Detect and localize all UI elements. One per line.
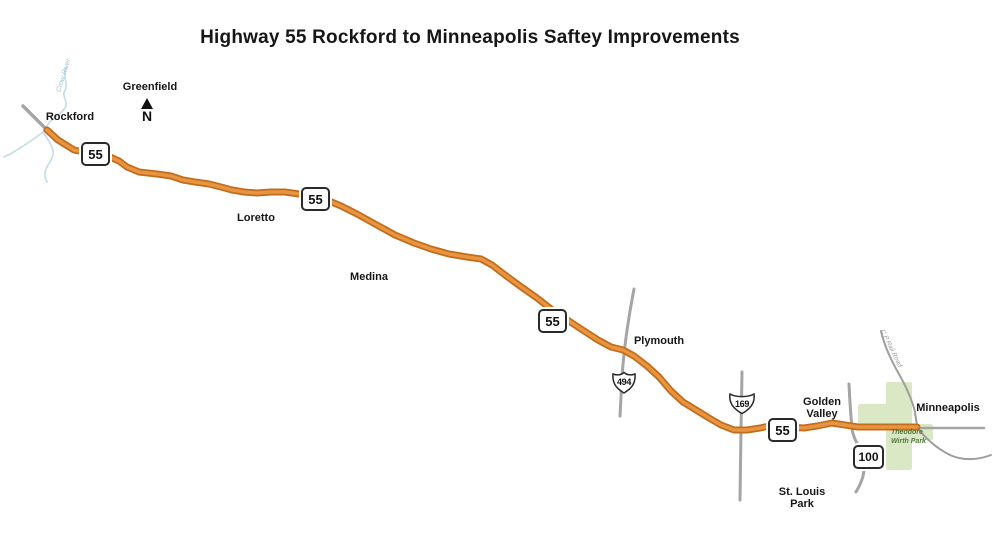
cp-railroad-lower xyxy=(916,426,992,461)
city-label-greenfield: Greenfield xyxy=(122,81,178,93)
rockford-road xyxy=(21,104,49,132)
interstate-shield-icon xyxy=(612,371,636,394)
north-arrow-label: N xyxy=(141,108,153,124)
us-route-shield-icon xyxy=(729,392,755,415)
route-shield-i494: 494 xyxy=(611,370,637,394)
cp-railroad-upper xyxy=(880,330,918,428)
route-shield-mn55-golden-valley: 55 xyxy=(768,418,797,442)
route-shield-us169-number: 169 xyxy=(734,399,750,409)
route-shield-mn55-plymouth: 55 xyxy=(538,309,567,333)
city-label-plymouth: Plymouth xyxy=(633,335,685,347)
route-shield-us169: 169 xyxy=(728,391,756,415)
park-west-arm xyxy=(858,404,888,424)
route-fill xyxy=(45,128,919,432)
mn100-road xyxy=(847,382,866,494)
city-label-medina: Medina xyxy=(350,271,388,283)
route-shield-mn55-loretto: 55 xyxy=(301,187,330,211)
route-shield-mn55-rockford: 55 xyxy=(81,142,110,166)
route-casing xyxy=(43,126,921,434)
city-label-loretto: Loretto xyxy=(237,212,275,224)
theodore-wirth-park-label: Theodore Wirth Park xyxy=(891,429,926,445)
north-arrow-icon xyxy=(141,98,153,109)
north-arrow: N xyxy=(136,98,158,124)
city-label-st-louis-park: St. Louis Park xyxy=(778,486,826,511)
crow-river-branch-south xyxy=(42,131,54,183)
map-title: Highway 55 Rockford to Minneapolis Safte… xyxy=(200,27,740,48)
highway-55-route xyxy=(43,126,921,434)
route-shield-mn100: 100 xyxy=(853,445,884,469)
city-label-golden-valley: Golden Valley xyxy=(803,396,841,421)
city-label-minneapolis: Minneapolis xyxy=(916,402,980,414)
local-roads xyxy=(21,104,986,502)
crow-river-branch-west xyxy=(3,131,44,158)
city-label-rockford: Rockford xyxy=(45,111,95,123)
route-shield-i494-number: 494 xyxy=(616,377,632,387)
cp-railroad-line xyxy=(880,330,992,461)
